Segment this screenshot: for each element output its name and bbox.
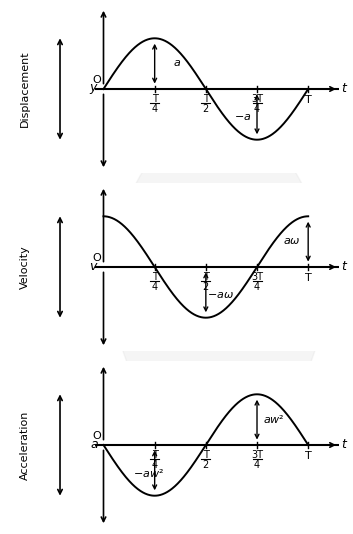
Text: 4: 4 (151, 460, 158, 470)
Text: T: T (152, 450, 157, 460)
Text: 2: 2 (203, 282, 209, 292)
Text: T: T (305, 95, 312, 105)
Text: $-a$: $-a$ (234, 112, 251, 122)
Text: $aω$: $aω$ (283, 235, 301, 246)
Text: 3T: 3T (251, 272, 263, 282)
Text: $a$: $a$ (173, 58, 181, 68)
Text: 3T: 3T (251, 94, 263, 104)
Text: $a$: $a$ (90, 438, 98, 452)
Text: O: O (92, 431, 101, 441)
Text: $v$: $v$ (89, 261, 98, 273)
Text: 4: 4 (254, 104, 260, 114)
Text: O: O (92, 253, 101, 263)
Text: T: T (203, 94, 209, 104)
Text: $aw²$: $aw²$ (263, 413, 284, 425)
Text: T: T (152, 94, 157, 104)
Text: 2: 2 (203, 460, 209, 470)
Text: O: O (92, 75, 101, 85)
Text: 2: 2 (203, 104, 209, 114)
Text: T: T (203, 272, 209, 282)
Text: 4: 4 (151, 104, 158, 114)
Text: Acceleration: Acceleration (20, 410, 30, 480)
Text: 4: 4 (254, 282, 260, 292)
Text: T: T (152, 272, 157, 282)
Text: Displacement: Displacement (20, 51, 30, 127)
Text: 3T: 3T (251, 450, 263, 460)
Text: shaalaa.com: shaalaa.com (168, 267, 255, 310)
Text: Velocity: Velocity (20, 245, 30, 289)
Text: $t$: $t$ (341, 261, 348, 273)
Text: T: T (305, 451, 312, 461)
Text: $-aw²$: $-aw²$ (133, 467, 164, 479)
Text: $y$: $y$ (89, 82, 98, 96)
Text: $t$: $t$ (341, 82, 348, 96)
Text: $-aω$: $-aω$ (207, 290, 234, 300)
Text: 4: 4 (254, 460, 260, 470)
Text: T: T (203, 450, 209, 460)
Text: 4: 4 (151, 282, 158, 292)
Circle shape (113, 123, 325, 443)
Text: T: T (305, 273, 312, 283)
Text: $t$: $t$ (341, 438, 348, 452)
